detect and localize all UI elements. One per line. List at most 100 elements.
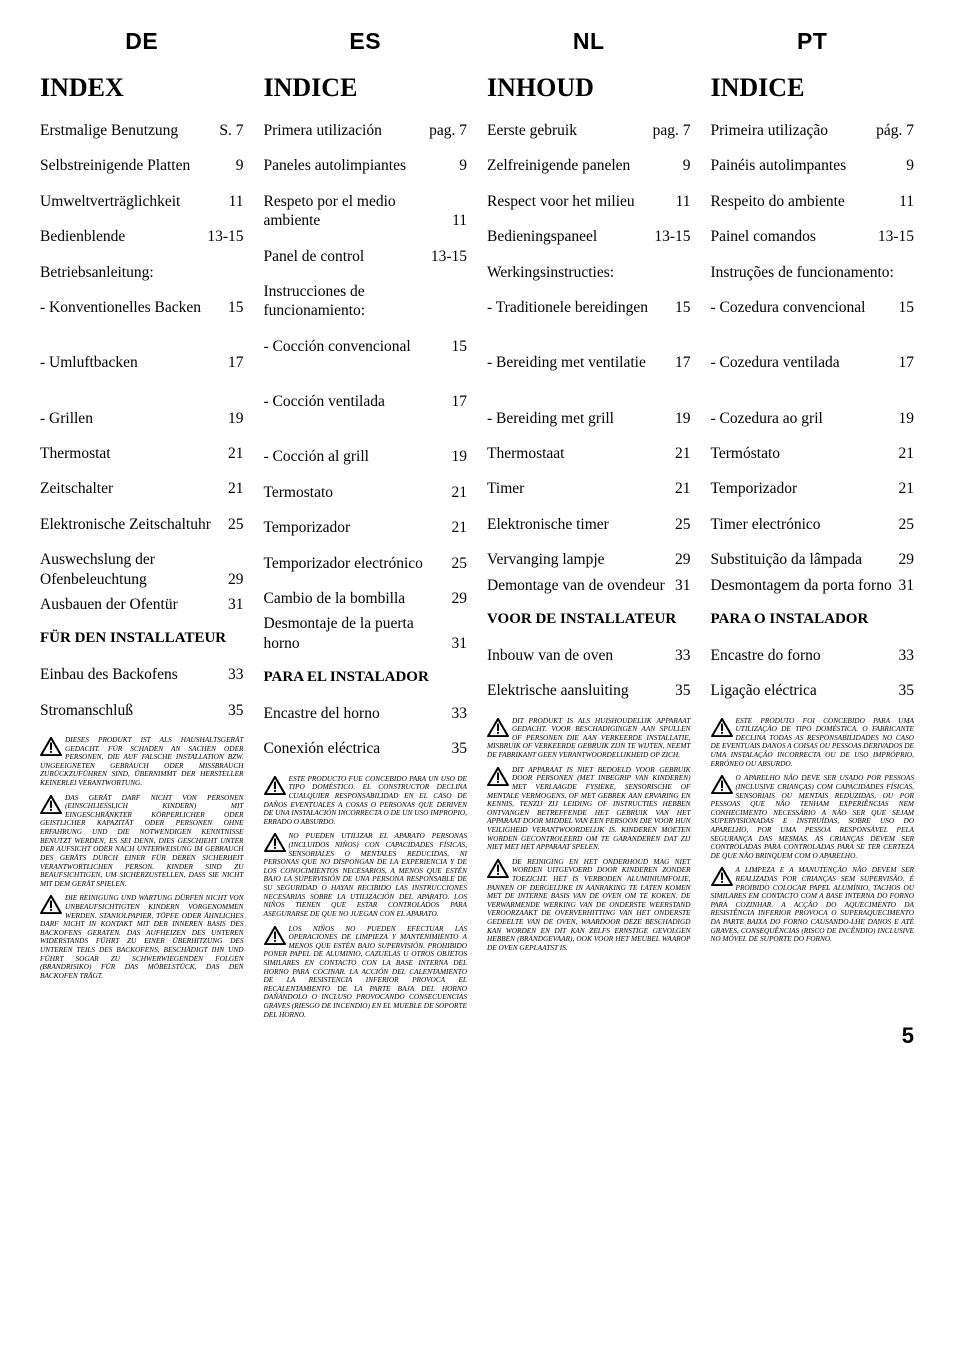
index-row-label: Umweltverträglichkeit	[40, 192, 229, 211]
rows-nl: Eerste gebruikpag. 7Zelfreinigende panel…	[487, 121, 691, 595]
index-row-page: 31	[675, 576, 691, 595]
index-row-label: Desmontaje de la puerta horno	[264, 614, 452, 653]
index-row-label: Elektrische aansluiting	[487, 681, 675, 700]
index-row: - Cozedura ventilada17	[711, 353, 915, 372]
index-row-label: Ausbauen der Ofentür	[40, 595, 228, 614]
index-row: - Cocción al grill19	[264, 447, 468, 466]
index-row-label: Termostato	[264, 483, 452, 502]
index-row: Selbstreinigende Platten9	[40, 156, 244, 175]
index-row: Respect voor het milieu11	[487, 192, 691, 211]
index-row-label: - Grillen	[40, 409, 228, 428]
warnings-pt: ESTE PRODUTO FOI CONCEBIDO PARA UMA UTIL…	[711, 717, 915, 944]
index-row: Inbouw van de oven33	[487, 646, 691, 665]
index-row-page: 29	[228, 570, 244, 589]
index-row-label: Bedienblende	[40, 227, 207, 246]
index-row-page: 33	[452, 704, 468, 723]
index-row-label: - Cocción convencional	[264, 337, 452, 356]
index-row: - Traditionele bereidingen15	[487, 298, 691, 317]
index-row-label: Instrucciones de funcionamiento:	[264, 282, 468, 321]
warning-block: DIT APPARAAT IS NIET BEDOELD VOOR GEBRUI…	[487, 766, 691, 852]
warning-icon	[40, 795, 62, 814]
warning-icon	[40, 895, 62, 914]
index-row: Instruções de funcionamento:	[711, 263, 915, 282]
warning-text: O APARELHO NÃO DEVE SER USADO POR PESSOA…	[711, 773, 915, 859]
page: DE INDEX Erstmalige BenutzungS. 7Selbstr…	[0, 0, 954, 1069]
index-row-label: Selbstreinigende Platten	[40, 156, 236, 175]
index-row-label: Encastre del horno	[264, 704, 452, 723]
index-row: Painel comandos13-15	[711, 227, 915, 246]
warning-block: NO PUEDEN UTILIZAR EL APARATO PERSONAS (…	[264, 832, 468, 918]
index-row: Temporizador21	[711, 479, 915, 498]
index-row-label: Zelfreinigende panelen	[487, 156, 683, 175]
lang-de: DE	[40, 28, 244, 55]
index-row: Painéis autolimpantes9	[711, 156, 915, 175]
index-row-page: 19	[675, 409, 691, 428]
index-row: Instrucciones de funcionamiento:	[264, 282, 468, 321]
index-row-page: 15	[675, 298, 691, 317]
index-row-page: 35	[899, 681, 915, 700]
index-row-page: 33	[228, 665, 244, 684]
warning-icon	[487, 859, 509, 878]
warning-icon	[711, 775, 733, 794]
index-row-page: 19	[899, 409, 915, 428]
warning-text: DIE REINIGUNG UND WARTUNG DÜRFEN NICHT V…	[40, 893, 244, 979]
warning-icon	[711, 718, 733, 737]
index-row: Vervanging lampje29	[487, 550, 691, 569]
index-row: Einbau des Backofens33	[40, 665, 244, 684]
index-row-label: Elektronische Zeitschaltuhr	[40, 515, 228, 534]
index-row-label: - Cozedura ao gril	[711, 409, 899, 428]
index-row-page: 31	[899, 576, 915, 595]
installer-pt: PARA O INSTALADOR	[711, 611, 915, 628]
after-es: Encastre del horno33Conexión eléctrica35	[264, 704, 468, 759]
index-row-label: Ligação eléctrica	[711, 681, 899, 700]
index-row-label: - Umluftbacken	[40, 353, 228, 372]
index-row-page: pág. 7	[876, 121, 914, 140]
index-row-page: 17	[228, 353, 244, 372]
index-row-page: 31	[228, 595, 244, 614]
index-row-page: 11	[229, 192, 244, 211]
index-row: - Cozedura ao gril19	[711, 409, 915, 428]
index-row: Auswechslung der Ofenbeleuchtung29	[40, 550, 244, 589]
index-row-page: 33	[899, 646, 915, 665]
index-row: - Cocción ventilada17	[264, 392, 468, 411]
warning-text: DE REINIGING EN HET ONDERHOUD MAG NIET W…	[487, 857, 691, 952]
index-row-page: 29	[452, 589, 468, 608]
index-row-page: 9	[459, 156, 467, 175]
after-nl: Inbouw van de oven33 Elektrische aansluit…	[487, 646, 691, 701]
index-row-page: 31	[452, 634, 468, 653]
installer-es: PARA EL INSTALADOR	[264, 669, 468, 686]
index-row-page: 9	[236, 156, 244, 175]
index-row-label: Werkingsinstructies:	[487, 263, 691, 282]
installer-de: FÜR DEN INSTALLATEUR	[40, 630, 244, 647]
installer-nl: VOOR DE INSTALLATEUR	[487, 611, 691, 628]
index-row: Paneles autolimpiantes9	[264, 156, 468, 175]
index-row-page: 13-15	[207, 227, 243, 246]
index-row-page: 35	[675, 681, 691, 700]
index-row-page: 15	[228, 298, 244, 317]
index-row: Bedieningspaneel13-15	[487, 227, 691, 246]
index-row-label: Temporizador electrónico	[264, 554, 452, 573]
index-row-page: 29	[899, 550, 915, 569]
warning-text: NO PUEDEN UTILIZAR EL APARATO PERSONAS (…	[264, 831, 468, 917]
columns-wrap: DE INDEX Erstmalige BenutzungS. 7Selbstr…	[40, 28, 914, 1025]
index-row: Temporizador electrónico25	[264, 554, 468, 573]
index-row-page: 25	[675, 515, 691, 534]
rows-pt: Primeira utilizaçãopág. 7 Painéis autolim…	[711, 121, 915, 595]
index-row-page: 21	[899, 479, 915, 498]
index-row-label: Painel comandos	[711, 227, 878, 246]
index-row-label: Thermostaat	[487, 444, 675, 463]
warning-block: LOS NIÑOS NO PUEDEN EFECTUAR LAS OPERACI…	[264, 925, 468, 1020]
index-row-page: 21	[452, 483, 468, 502]
warning-block: DIE REINIGUNG UND WARTUNG DÜRFEN NICHT V…	[40, 894, 244, 980]
index-row: Desmontagem da porta forno31	[711, 576, 915, 595]
index-row: - Grillen19	[40, 409, 244, 428]
index-row-page: 13-15	[654, 227, 690, 246]
index-row-label: Instruções de funcionamento:	[711, 263, 915, 282]
warning-icon	[40, 737, 62, 756]
index-row-label: Primeira utilização	[711, 121, 877, 140]
index-row-page: 21	[675, 444, 691, 463]
index-row-label: Thermostat	[40, 444, 228, 463]
index-row-page: 9	[683, 156, 691, 175]
col-de: DE INDEX Erstmalige BenutzungS. 7Selbstr…	[40, 28, 244, 1025]
index-row-page: 21	[899, 444, 915, 463]
